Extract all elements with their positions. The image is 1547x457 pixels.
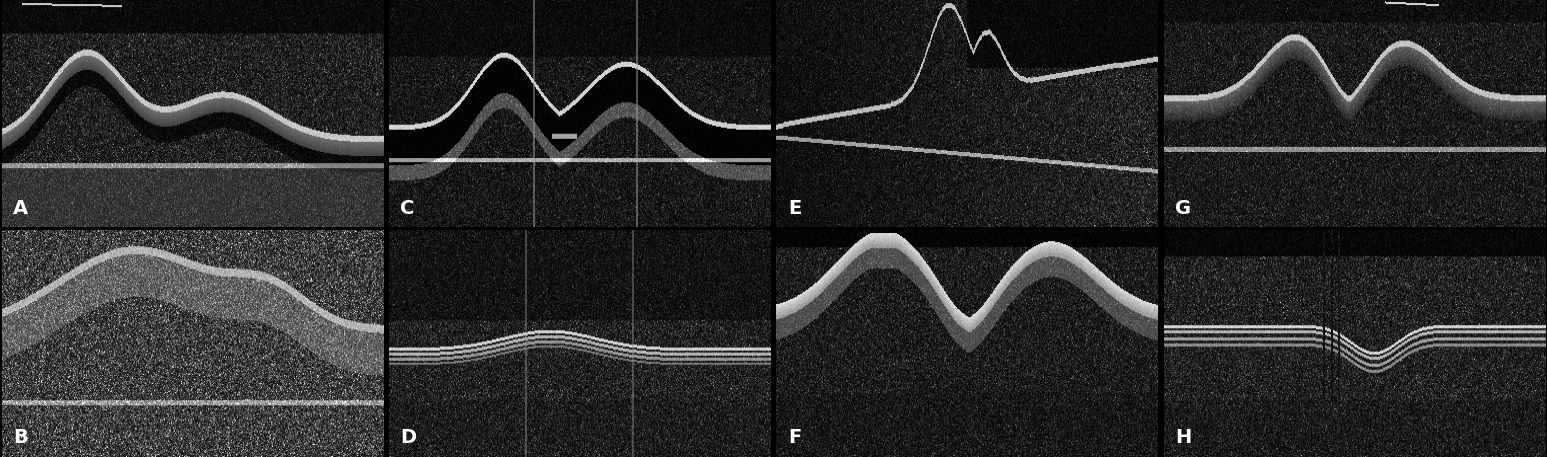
Text: D: D — [401, 429, 416, 447]
Text: C: C — [401, 199, 415, 218]
Text: B: B — [12, 429, 28, 447]
Text: H: H — [1176, 429, 1191, 447]
Text: G: G — [1176, 199, 1191, 218]
Text: F: F — [787, 429, 801, 447]
Text: E: E — [787, 199, 801, 218]
Text: A: A — [12, 199, 28, 218]
